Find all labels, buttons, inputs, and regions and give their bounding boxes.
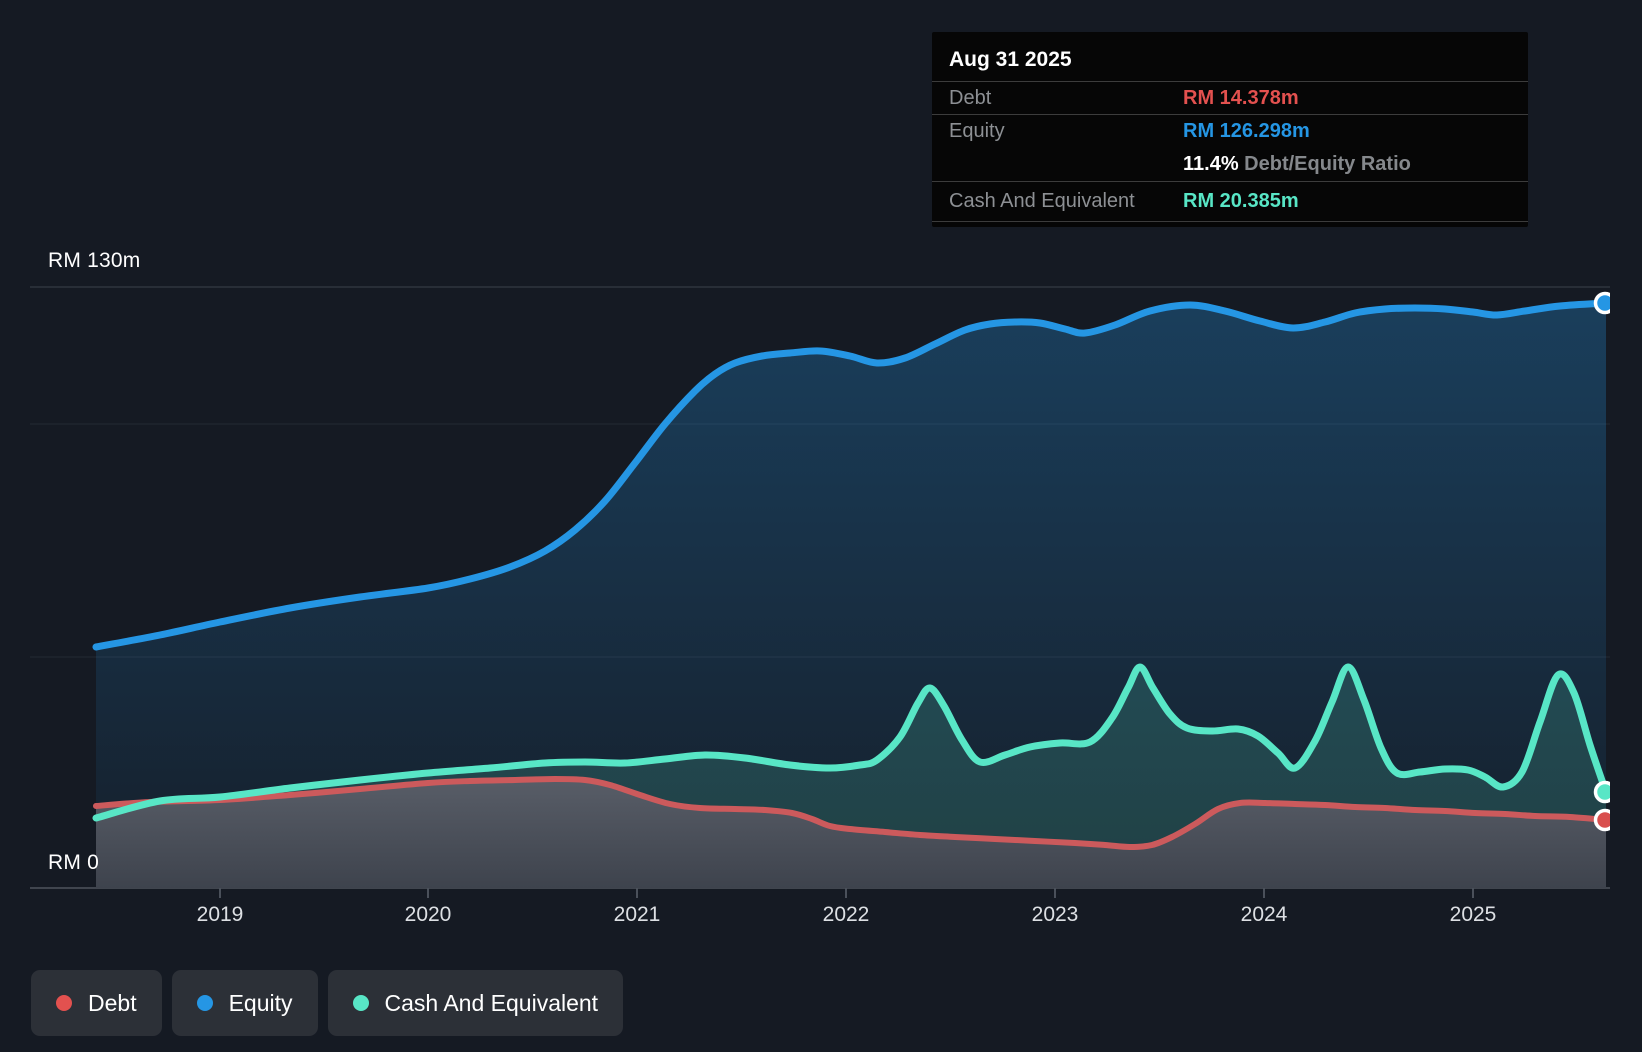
- debt-series-dot-icon: [56, 995, 72, 1011]
- x-axis-label-2020: 2020: [404, 903, 452, 926]
- tooltip-ratio-row: 11.4% Debt/Equity Ratio: [932, 148, 1528, 182]
- x-axis-label-2023: 2023: [1031, 903, 1079, 926]
- legend-equity-label: Equity: [228, 989, 293, 1016]
- tooltip-cash-label: Cash And Equivalent: [949, 190, 1135, 212]
- tooltip-cash-row: Cash And Equivalent RM 20.385m: [932, 182, 1528, 222]
- x-axis-label-2024: 2024: [1240, 903, 1288, 926]
- x-axis-label-2025: 2025: [1449, 903, 1497, 926]
- legend-debt-button[interactable]: Debt: [31, 970, 162, 1036]
- tooltip-debt-row: Debt RM 14.378m: [932, 82, 1528, 115]
- tooltip-date: Aug 31 2025: [932, 32, 1528, 82]
- cash-series-dot-icon: [352, 995, 369, 1011]
- tooltip-equity-row: Equity RM 126.298m: [932, 115, 1528, 148]
- equity-series-dot-icon: [196, 995, 213, 1011]
- tooltip-debt-value: RM 14.378m: [1183, 86, 1299, 109]
- tooltip-equity-value: RM 126.298m: [1183, 120, 1310, 142]
- tooltip-debt-label: Debt: [949, 86, 992, 109]
- legend-debt-label: Debt: [88, 989, 137, 1016]
- x-axis-label-2019: 2019: [196, 903, 244, 926]
- tooltip-ratio: 11.4% Debt/Equity Ratio: [1183, 153, 1411, 175]
- legend: Debt Equity Cash And Equivalent: [31, 970, 624, 1036]
- x-axis-label-2021: 2021: [613, 903, 661, 926]
- tooltip-equity-label: Equity: [949, 120, 1005, 142]
- y-axis-label-max: RM 130m: [48, 249, 141, 272]
- chart-tooltip: Aug 31 2025 Debt RM 14.378m Equity RM 12…: [932, 32, 1528, 227]
- legend-cash-button[interactable]: Cash And Equivalent: [327, 970, 624, 1036]
- legend-equity-button[interactable]: Equity: [171, 970, 318, 1036]
- x-axis-label-2022: 2022: [822, 903, 870, 926]
- y-axis-label-zero: RM 0: [48, 851, 99, 874]
- tooltip-cash-value: RM 20.385m: [1183, 190, 1299, 212]
- legend-cash-label: Cash And Equivalent: [384, 989, 599, 1016]
